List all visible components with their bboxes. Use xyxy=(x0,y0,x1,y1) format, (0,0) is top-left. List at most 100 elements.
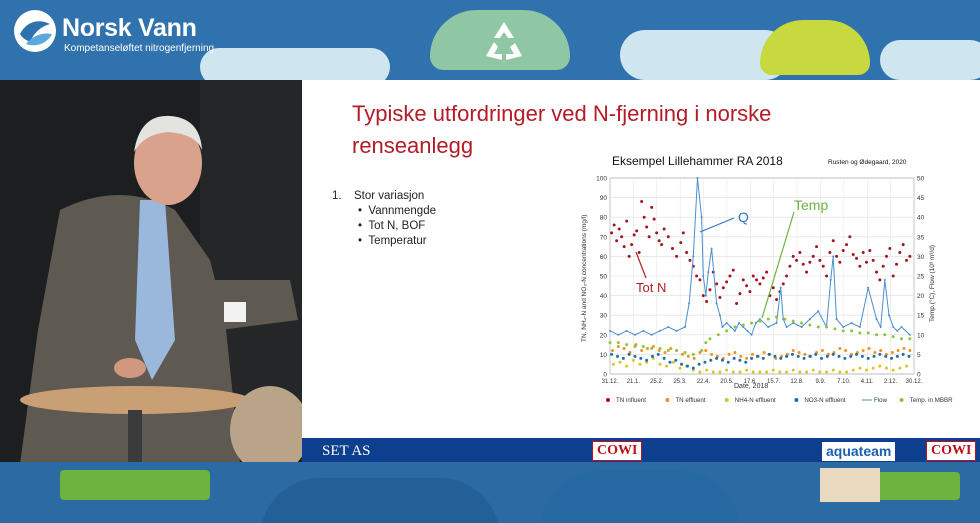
annotation-temp-arrow xyxy=(761,211,795,319)
data-point-no3-n-effluent xyxy=(878,352,882,356)
x-tick-label: 2.12. xyxy=(884,379,898,385)
y-tick-label-left: 40 xyxy=(600,293,608,300)
data-point-temp-in-mbbr xyxy=(841,329,845,333)
brand-name: Norsk Vann xyxy=(62,14,197,42)
data-point-tn-influent xyxy=(650,205,654,209)
data-point-tn-influent xyxy=(735,301,739,305)
flow-point xyxy=(779,286,782,289)
data-point-tn-influent xyxy=(858,264,862,268)
data-point-tn-influent xyxy=(627,254,631,258)
data-point-tn-influent xyxy=(758,282,762,286)
data-point-temp-in-mbbr xyxy=(633,345,637,349)
x-tick-label: 21.1. xyxy=(627,379,641,385)
data-point-tn-influent xyxy=(745,284,749,288)
annotation-tot-n-arrow xyxy=(635,251,647,279)
flow-point xyxy=(900,325,903,328)
flow-point xyxy=(832,255,835,258)
bullet-sub-item: • Tot N, BOF xyxy=(358,220,426,232)
y-tick-label-right: 45 xyxy=(917,195,925,202)
data-point-tn-effluent xyxy=(902,347,906,351)
data-point-no3-n-effluent xyxy=(726,360,730,364)
data-point-tn-influent xyxy=(771,286,775,290)
data-point-tn-influent xyxy=(640,200,644,204)
data-point-tn-effluent xyxy=(669,347,673,351)
data-point-no3-n-effluent xyxy=(732,356,736,360)
data-point-tn-influent xyxy=(662,227,666,231)
data-point-no3-n-effluent xyxy=(796,354,800,358)
bullet-sub-label: Vannmengde xyxy=(368,205,436,217)
data-point-no3-n-effluent xyxy=(843,356,847,360)
data-point-no3-n-effluent xyxy=(621,356,625,360)
data-point-nh4-n-effluent xyxy=(898,366,902,370)
data-point-tn-influent xyxy=(881,264,885,268)
y-tick-label-left: 50 xyxy=(600,274,608,281)
data-point-no3-n-effluent xyxy=(650,354,654,358)
x-tick-label: 30.12. xyxy=(906,379,923,385)
data-point-nh4-n-effluent xyxy=(678,366,682,370)
data-point-tn-influent xyxy=(652,217,656,221)
flow-point xyxy=(696,177,699,179)
bottom-cloud xyxy=(260,478,500,523)
data-point-nh4-n-effluent xyxy=(618,360,622,364)
data-point-no3-n-effluent xyxy=(633,354,637,358)
data-point-temp-in-mbbr xyxy=(866,331,870,335)
data-point-tn-influent xyxy=(818,258,822,262)
data-point-tn-influent xyxy=(681,231,685,235)
flow-point xyxy=(850,322,853,325)
data-point-tn-effluent xyxy=(686,354,690,358)
data-point-temp-in-mbbr xyxy=(716,333,720,337)
data-point-tn-influent xyxy=(791,254,795,258)
y-tick-label-left: 30 xyxy=(600,313,608,320)
x-tick-label: 20.5. xyxy=(720,379,734,385)
data-point-nh4-n-effluent xyxy=(871,366,875,370)
flow-point xyxy=(879,325,882,328)
data-point-tn-influent xyxy=(878,278,882,282)
data-point-tn-effluent xyxy=(616,345,620,349)
data-point-tn-effluent xyxy=(791,348,795,352)
speaker-figure xyxy=(0,80,302,464)
data-point-no3-n-effluent xyxy=(831,352,835,356)
data-point-tn-influent xyxy=(698,278,702,282)
data-point-tn-effluent xyxy=(861,348,865,352)
data-point-tn-influent xyxy=(622,245,626,249)
data-point-no3-n-effluent xyxy=(674,358,678,362)
data-point-nh4-n-effluent xyxy=(738,370,742,374)
data-point-no3-n-effluent xyxy=(901,352,905,356)
bullet-sub-item: • Temperatur xyxy=(358,235,427,247)
data-point-tn-influent xyxy=(788,264,792,268)
data-point-tn-influent xyxy=(679,241,683,245)
data-point-tn-influent xyxy=(825,274,829,278)
data-point-no3-n-effluent xyxy=(685,364,689,368)
data-point-nh4-n-effluent xyxy=(885,366,889,370)
x-tick-label: 22.4. xyxy=(697,379,711,385)
data-point-tn-influent xyxy=(632,233,636,237)
data-point-no3-n-effluent xyxy=(814,352,818,356)
slide-footer: SET AS COWI aquateam COWI xyxy=(302,438,980,464)
data-point-tn-influent xyxy=(675,254,679,258)
data-point-no3-n-effluent xyxy=(825,354,829,358)
data-point-tn-influent xyxy=(666,235,670,239)
data-point-tn-influent xyxy=(637,250,641,254)
data-point-nh4-n-effluent xyxy=(671,360,675,364)
data-point-temp-in-mbbr xyxy=(725,329,729,333)
data-point-no3-n-effluent xyxy=(615,354,619,358)
cowi-logo: COWI xyxy=(926,441,977,461)
data-point-tn-influent xyxy=(775,298,779,302)
data-point-tn-influent xyxy=(620,235,624,239)
speaker-video xyxy=(0,80,302,464)
data-point-tn-influent xyxy=(895,262,899,266)
data-point-tn-influent xyxy=(855,256,859,260)
data-point-no3-n-effluent xyxy=(866,356,870,360)
legend-swatch xyxy=(606,398,610,402)
data-point-no3-n-effluent xyxy=(808,354,812,358)
data-point-temp-in-mbbr xyxy=(733,325,737,329)
flow-point xyxy=(746,329,749,332)
aquateam-logo-text: aquateam xyxy=(826,443,892,459)
chart-ylabel-left: TN, NH₄-N and NO₃-N concentrations (mg/l… xyxy=(581,215,588,342)
data-point-nh4-n-effluent xyxy=(711,370,715,374)
data-point-temp-in-mbbr xyxy=(816,325,820,329)
data-point-nh4-n-effluent xyxy=(705,368,709,372)
legend-swatch xyxy=(794,398,799,402)
data-point-nh4-n-effluent xyxy=(758,370,762,374)
data-point-tn-effluent xyxy=(610,348,614,352)
